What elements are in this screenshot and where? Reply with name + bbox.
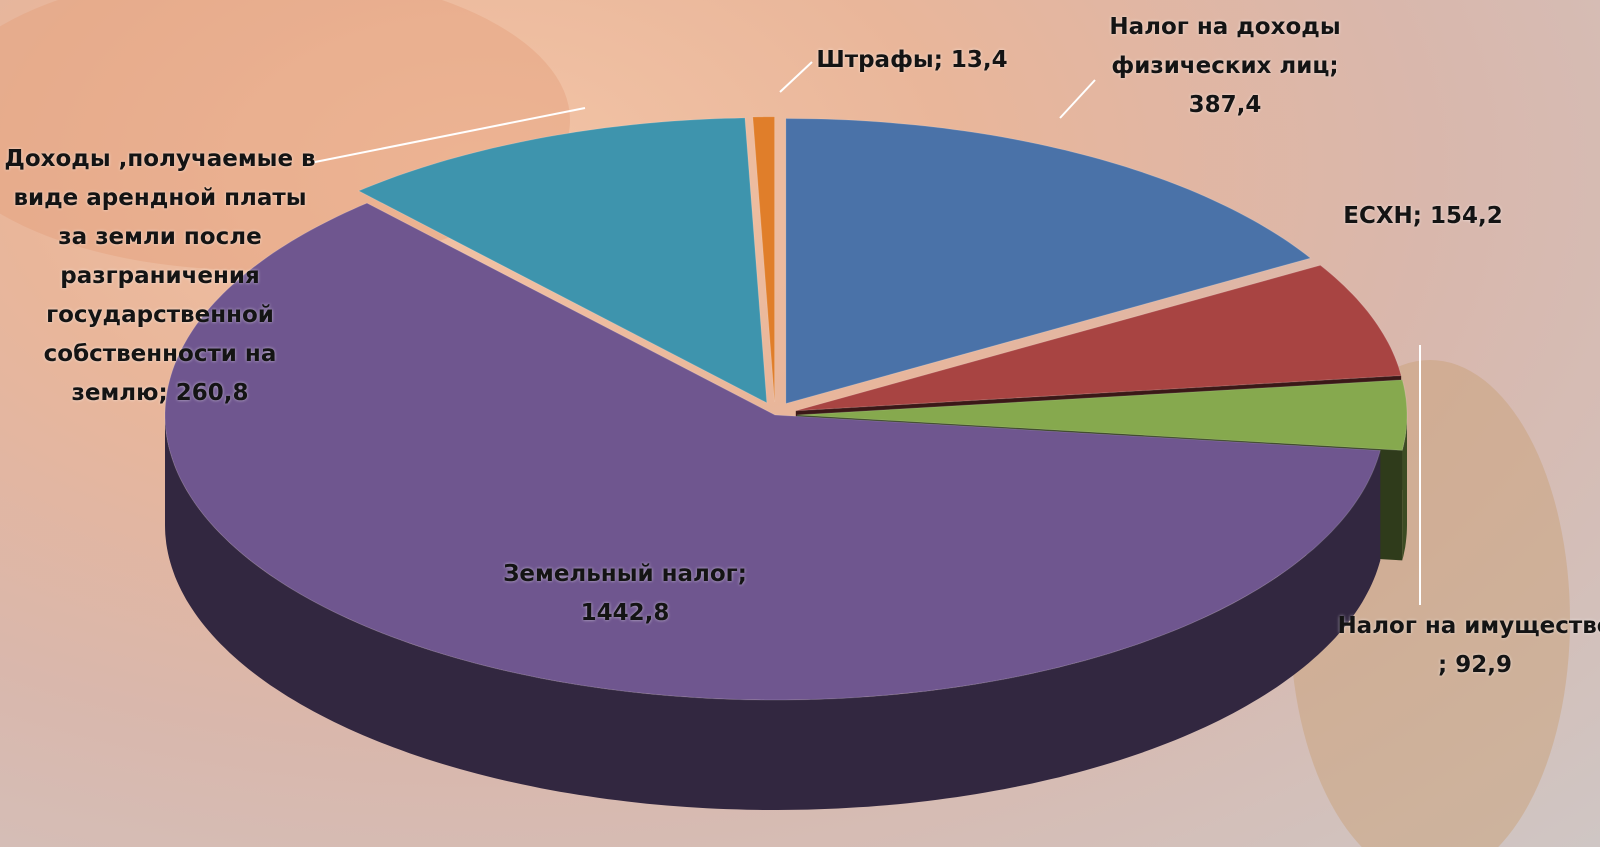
data-label: Доходы ,получаемые в виде арендной платы…	[3, 140, 318, 413]
data-label: Штрафы; 13,4	[797, 41, 1027, 80]
data-label: Налог на имущество ; 92,9	[1335, 607, 1600, 685]
chart: Налог на доходы физических лиц; 387,4 ЕСХ…	[0, 0, 1600, 847]
data-label: Земельный налог; 1442,8	[475, 555, 775, 633]
pie-canvas	[0, 0, 1600, 847]
data-label: ЕСХН; 154,2	[1338, 197, 1508, 236]
data-label: Налог на доходы физических лиц; 387,4	[1090, 8, 1360, 125]
